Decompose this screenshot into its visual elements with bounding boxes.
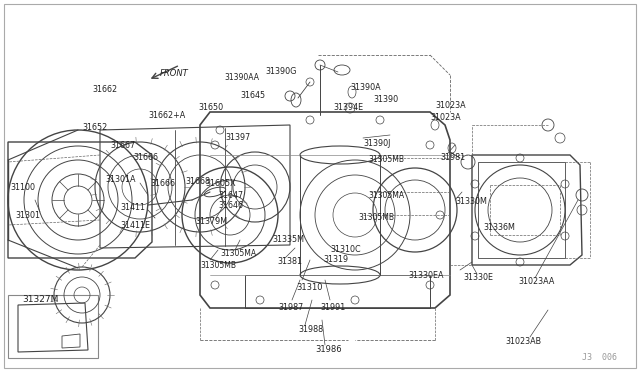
Text: 31381: 31381 — [277, 257, 302, 266]
Text: 31652: 31652 — [82, 124, 108, 132]
Text: 31605X: 31605X — [205, 179, 236, 187]
Text: 31666: 31666 — [133, 154, 158, 163]
Text: 31023AA: 31023AA — [518, 278, 554, 286]
Text: 31390: 31390 — [373, 96, 398, 105]
Text: 31411E: 31411E — [120, 221, 150, 230]
Text: 31981: 31981 — [440, 153, 465, 161]
Text: 31662+A: 31662+A — [148, 112, 185, 121]
Text: 31662: 31662 — [92, 86, 117, 94]
Text: FRONT: FRONT — [160, 70, 189, 78]
Text: 31645: 31645 — [240, 92, 265, 100]
Text: 31667: 31667 — [110, 141, 135, 151]
Text: 31100: 31100 — [10, 183, 35, 192]
Text: 31023A: 31023A — [435, 102, 466, 110]
Text: 31330EA: 31330EA — [408, 270, 444, 279]
Text: 31301A: 31301A — [105, 176, 136, 185]
Text: 31301: 31301 — [15, 212, 40, 221]
Text: 31668: 31668 — [185, 177, 210, 186]
Text: 31411: 31411 — [120, 203, 145, 212]
Text: 31023A: 31023A — [430, 113, 461, 122]
Text: 31647: 31647 — [218, 190, 243, 199]
Text: 31305MA: 31305MA — [220, 250, 256, 259]
Text: 31986: 31986 — [315, 346, 342, 355]
Text: 31330E: 31330E — [463, 273, 493, 282]
Text: 31327M: 31327M — [22, 295, 58, 305]
Text: 31305MB: 31305MB — [200, 260, 236, 269]
Text: 31310C: 31310C — [330, 246, 360, 254]
Text: 31390J: 31390J — [363, 138, 390, 148]
Text: 31319: 31319 — [323, 256, 348, 264]
Text: 31305MA: 31305MA — [368, 192, 404, 201]
Text: 31650: 31650 — [198, 103, 223, 112]
Text: 31988: 31988 — [298, 326, 323, 334]
Text: 31987: 31987 — [278, 304, 303, 312]
Text: 31305MB: 31305MB — [368, 155, 404, 164]
Text: 31991: 31991 — [320, 304, 345, 312]
Text: 31379M: 31379M — [195, 218, 227, 227]
Text: 31394E: 31394E — [333, 103, 363, 112]
Text: 31397: 31397 — [225, 134, 250, 142]
Text: 31310: 31310 — [296, 282, 323, 292]
Text: 31390A: 31390A — [350, 83, 381, 93]
Text: 31646: 31646 — [218, 201, 243, 209]
Text: 31023AB: 31023AB — [505, 337, 541, 346]
Text: 31666: 31666 — [150, 179, 175, 187]
Text: 31305MB: 31305MB — [358, 214, 394, 222]
Text: 31330M: 31330M — [455, 198, 487, 206]
Text: 31390AA: 31390AA — [224, 74, 259, 83]
Text: J3  006: J3 006 — [582, 353, 618, 362]
Text: 31336M: 31336M — [483, 224, 515, 232]
Text: 31335M: 31335M — [272, 235, 304, 244]
Text: 31390G: 31390G — [265, 67, 296, 77]
